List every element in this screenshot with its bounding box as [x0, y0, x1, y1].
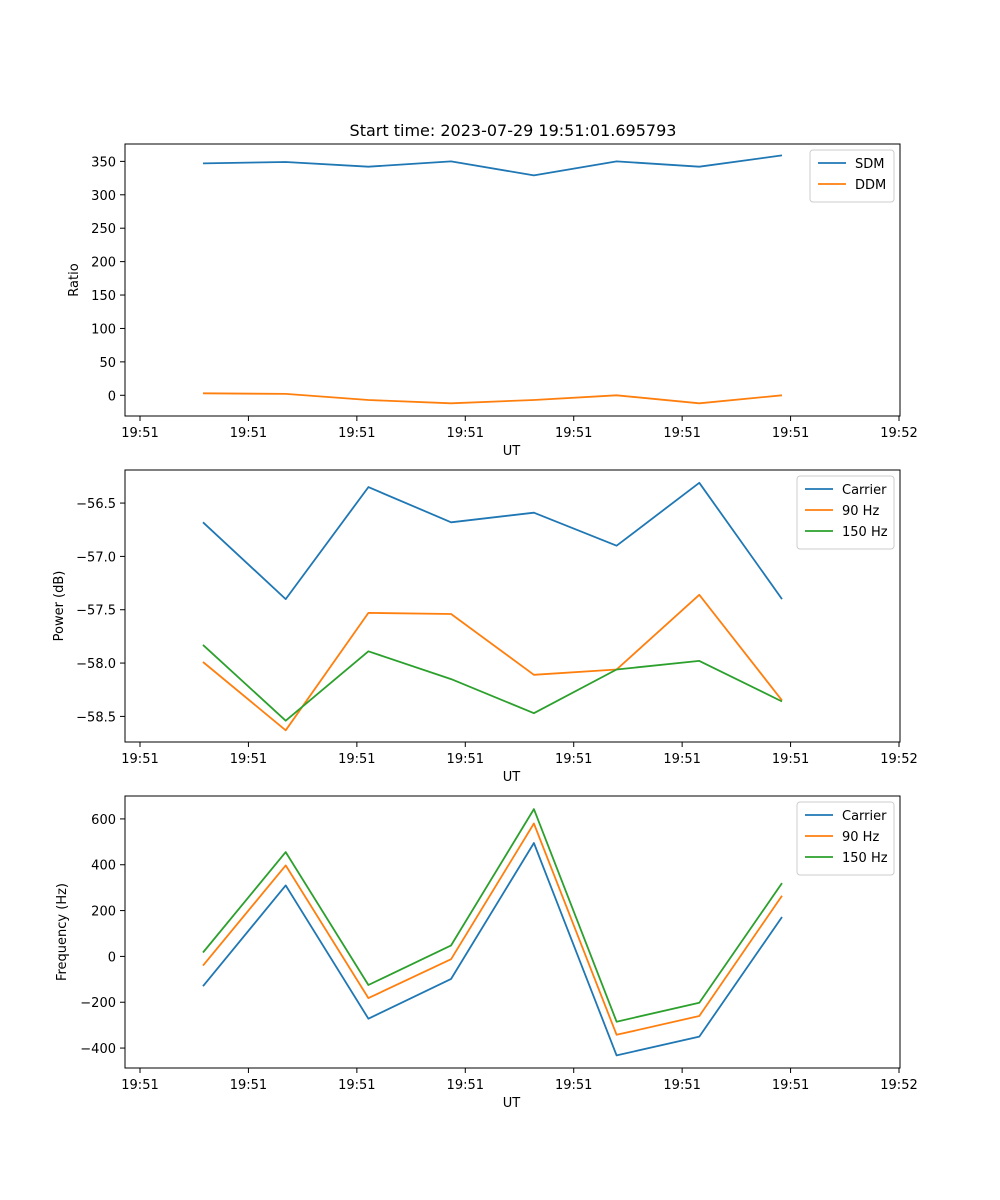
series-line-90-hz [202, 593, 783, 732]
plot-frame [124, 143, 901, 417]
series-line-sdm [202, 154, 783, 177]
chart-title: Start time: 2023-07-29 19:51:01.695793 [350, 121, 677, 140]
x-tick-label: 19:51 [555, 426, 592, 441]
y-tick-label: 150 [91, 289, 116, 304]
y-tick-label: 0 [108, 950, 116, 965]
x-tick-label: 19:51 [555, 1078, 592, 1093]
y-tick-label: 100 [91, 322, 116, 337]
x-tick-label: 19:51 [230, 752, 267, 767]
frequency-panel: 19:51 19:51 19:51 19:51 19:51 19:51 19:51 19:52… [55, 795, 918, 1111]
y-tick-label: 50 [99, 356, 116, 371]
y-tick-label: −57.5 [76, 604, 116, 619]
x-tick-label: 19:51 [663, 752, 700, 767]
legend-label: 90 Hz [842, 504, 879, 519]
y-tick-label: −400 [80, 1042, 116, 1057]
y-tick-label: 0 [108, 389, 116, 404]
legend-label: 150 Hz [842, 851, 888, 866]
x-tick-label: 19:51 [230, 426, 267, 441]
x-tick-label: 19:51 [772, 426, 809, 441]
x-axis-title: UT [503, 1096, 521, 1111]
x-tick-label: 19:51 [230, 1078, 267, 1093]
series-line-ddm [202, 392, 783, 405]
plot-frame [124, 795, 901, 1069]
x-tick-label: 19:51 [121, 752, 158, 767]
y-tick-label: 350 [91, 155, 116, 170]
x-tick-label: 19:52 [880, 1078, 917, 1093]
x-tick-label: 19:51 [121, 426, 158, 441]
y-tick-label: 400 [91, 859, 116, 874]
y-tick-label: 300 [91, 189, 116, 204]
ratio-panel: 19:51 19:51 19:51 19:51 19:51 19:51 19:51 19:52… [67, 143, 918, 459]
x-tick-label: 19:51 [447, 426, 484, 441]
legend-label: Carrier [842, 809, 887, 824]
legend-label: 150 Hz [842, 525, 888, 540]
x-tick-label: 19:52 [880, 426, 917, 441]
x-tick-label: 19:51 [663, 1078, 700, 1093]
y-tick-label: −57.0 [76, 550, 116, 565]
legend-label: SDM [855, 157, 884, 172]
y-tick-label: 250 [91, 222, 116, 237]
y-tick-label: −58.0 [76, 657, 116, 672]
x-tick-label: 19:51 [772, 752, 809, 767]
x-tick-label: 19:51 [121, 1078, 158, 1093]
legend-label: 90 Hz [842, 830, 879, 845]
x-tick-label: 19:51 [772, 1078, 809, 1093]
x-axis-title: UT [503, 444, 521, 459]
x-tick-label: 19:51 [447, 1078, 484, 1093]
y-tick-label: 200 [91, 905, 116, 920]
plot-frame [124, 469, 901, 743]
series-line-150-hz [202, 808, 783, 1023]
y-axis-title: Power (dB) [52, 571, 67, 642]
x-tick-label: 19:51 [338, 1078, 375, 1093]
x-tick-label: 19:51 [555, 752, 592, 767]
y-tick-label: 200 [91, 256, 116, 271]
series-line-90-hz [202, 822, 783, 1036]
x-tick-label: 19:51 [447, 752, 484, 767]
x-axis-title: UT [503, 770, 521, 785]
x-tick-label: 19:52 [880, 752, 917, 767]
y-axis-title: Ratio [67, 263, 82, 296]
legend-label: DDM [855, 178, 886, 193]
y-tick-label: −200 [80, 996, 116, 1011]
x-tick-label: 19:51 [338, 752, 375, 767]
series-line-carrier [202, 842, 783, 1057]
y-axis-title: Frequency (Hz) [55, 883, 70, 981]
y-tick-label: −58.5 [76, 710, 116, 725]
y-tick-label: 600 [91, 813, 116, 828]
series-line-carrier [202, 481, 783, 600]
legend-label: Carrier [842, 483, 887, 498]
x-tick-label: 19:51 [338, 426, 375, 441]
power-panel: 19:51 19:51 19:51 19:51 19:51 19:51 19:51 19:52… [52, 469, 918, 785]
x-tick-label: 19:51 [663, 426, 700, 441]
series-line-150-hz [202, 644, 783, 722]
y-tick-label: −56.5 [76, 497, 116, 512]
